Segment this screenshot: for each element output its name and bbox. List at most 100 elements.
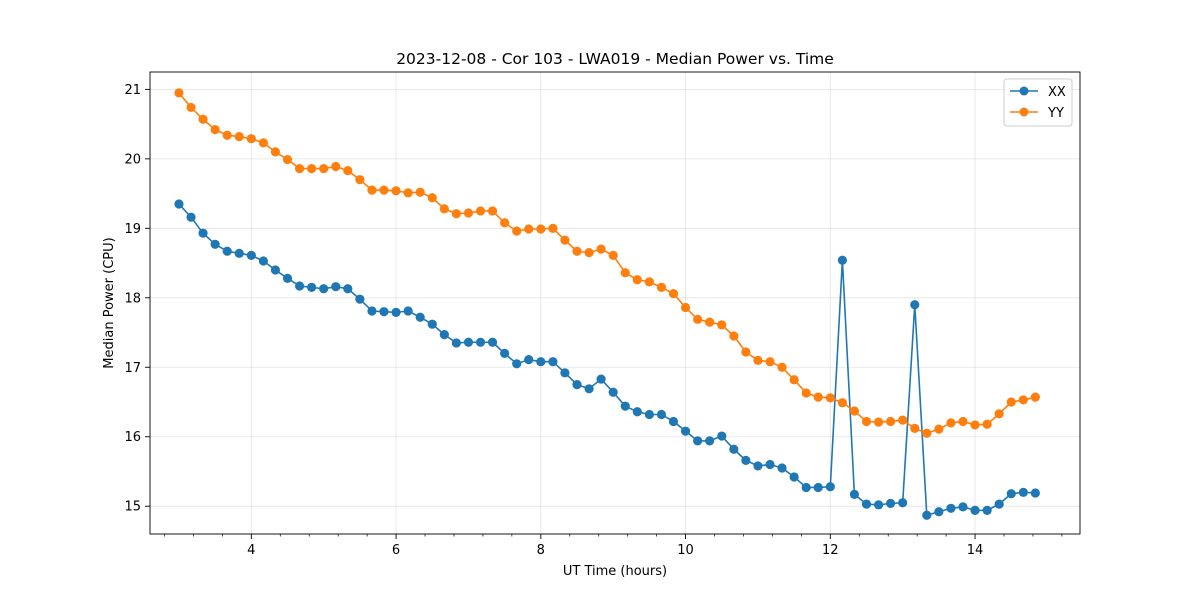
data-point-yy <box>789 375 799 385</box>
data-point-xx <box>644 409 654 420</box>
data-point-yy <box>584 248 594 258</box>
x-tick-label: 6 <box>392 543 400 558</box>
data-point-yy <box>246 134 256 144</box>
data-point-yy <box>258 138 269 148</box>
data-point-yy <box>451 209 461 219</box>
data-point-xx <box>934 507 944 517</box>
x-tick-label: 14 <box>967 543 984 558</box>
data-point-yy <box>367 185 377 195</box>
data-point-xx <box>994 499 1004 509</box>
data-point-yy <box>234 132 244 142</box>
data-point-xx <box>608 387 618 397</box>
data-point-xx <box>849 489 860 499</box>
data-point-xx <box>572 380 582 390</box>
data-point-yy <box>439 204 449 214</box>
data-point-yy <box>343 166 353 176</box>
x-tick-label: 8 <box>537 543 545 558</box>
data-point-xx <box>632 407 642 417</box>
data-point-yy <box>656 282 667 292</box>
data-point-yy <box>970 420 980 430</box>
data-point-yy <box>753 355 763 365</box>
y-tick-label: 19 <box>124 222 141 237</box>
data-point-xx <box>258 256 269 266</box>
data-point-xx <box>246 250 256 261</box>
data-point-xx <box>873 500 884 510</box>
data-point-xx <box>475 337 486 347</box>
data-point-xx <box>391 307 401 317</box>
data-point-xx <box>668 416 679 427</box>
data-point-yy <box>668 289 679 299</box>
data-point-xx <box>487 337 498 347</box>
data-point-yy <box>415 187 425 197</box>
data-point-yy <box>596 244 606 254</box>
data-point-yy <box>680 302 691 313</box>
data-point-yy <box>608 250 618 261</box>
data-point-xx <box>548 357 558 367</box>
data-point-xx <box>910 300 920 310</box>
data-point-xx <box>451 338 461 348</box>
data-point-yy <box>270 147 281 157</box>
data-point-xx <box>355 294 365 304</box>
data-point-yy <box>282 154 293 165</box>
data-point-yy <box>403 188 413 198</box>
data-point-yy <box>210 125 220 135</box>
data-point-yy <box>910 423 920 433</box>
data-point-xx <box>922 510 932 520</box>
data-point-xx <box>982 505 992 515</box>
data-point-yy <box>536 224 546 234</box>
plot-area-frame <box>149 71 1081 535</box>
data-point-yy <box>765 357 775 367</box>
data-point-xx <box>741 455 751 465</box>
data-point-yy <box>982 419 992 429</box>
y-axis-title: Median Power (CPU) <box>102 237 117 368</box>
data-point-xx <box>512 359 522 369</box>
data-point-xx <box>295 281 305 291</box>
y-tick-label: 18 <box>124 291 141 306</box>
data-point-xx <box>777 463 787 473</box>
data-point-xx <box>729 444 739 454</box>
data-point-yy <box>572 246 582 256</box>
legend-marker-yy <box>1019 107 1029 117</box>
data-point-xx <box>970 505 980 515</box>
data-point-yy <box>898 415 908 425</box>
data-point-xx <box>946 503 956 513</box>
data-point-xx <box>813 482 823 493</box>
data-point-xx <box>958 502 968 512</box>
legend-marker-xx <box>1019 86 1029 96</box>
data-point-xx <box>825 482 835 492</box>
data-point-xx <box>198 228 208 238</box>
data-point-yy <box>886 416 896 427</box>
data-point-yy <box>391 186 401 196</box>
data-point-xx <box>596 374 606 384</box>
data-point-xx <box>680 426 691 436</box>
data-point-xx <box>186 212 196 222</box>
data-point-yy <box>849 406 860 416</box>
data-point-xx <box>343 284 353 294</box>
data-point-yy <box>548 223 558 233</box>
y-tick-label: 21 <box>124 83 141 98</box>
data-point-yy <box>379 185 389 195</box>
data-point-xx <box>415 312 425 322</box>
data-point-xx <box>1030 488 1040 498</box>
data-point-xx <box>801 482 811 493</box>
x-tick-label: 10 <box>677 543 694 558</box>
legend-label-yy: YY <box>1047 106 1064 121</box>
data-point-yy <box>994 409 1004 419</box>
data-point-xx <box>753 461 763 471</box>
data-point-yy <box>319 163 329 174</box>
data-point-xx <box>705 436 715 446</box>
data-point-yy <box>705 317 715 327</box>
x-tick-label: 12 <box>822 543 839 558</box>
data-point-xx <box>620 401 630 411</box>
axis-ticks: 4 6 8 10 12 14 15 16 17 18 19 20 21 <box>124 83 1063 558</box>
data-point-xx <box>837 255 848 265</box>
data-point-yy <box>873 417 884 427</box>
y-tick-label: 17 <box>124 361 141 376</box>
data-point-xx <box>861 499 872 509</box>
data-point-yy <box>487 206 498 216</box>
data-point-yy <box>693 314 703 324</box>
data-point-xx <box>427 319 437 329</box>
data-point-xx <box>584 384 594 394</box>
data-point-yy <box>331 161 341 172</box>
